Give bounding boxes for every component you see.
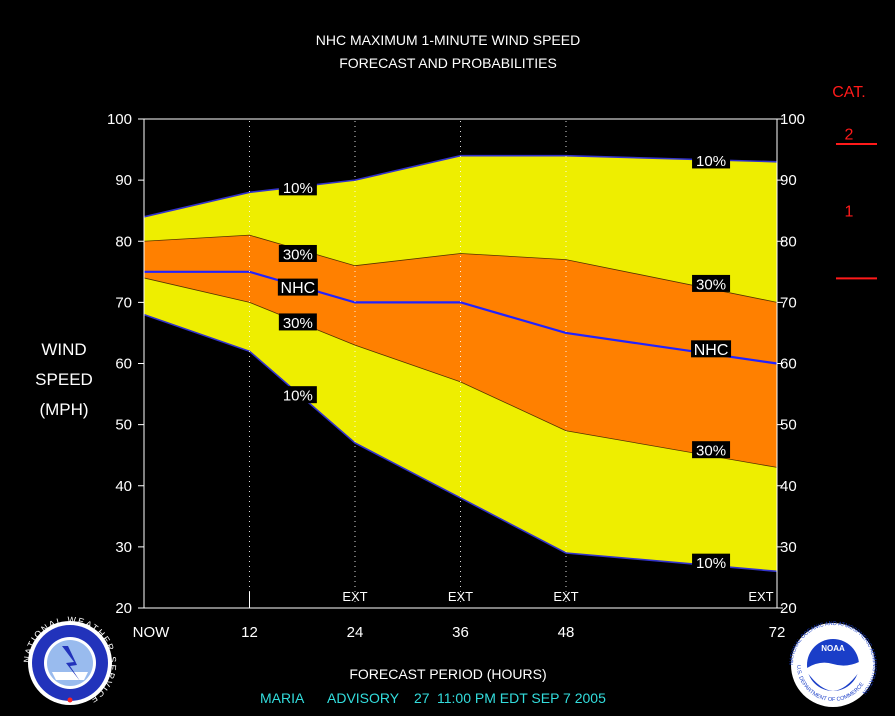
band-label-box (278, 313, 317, 331)
band-label-box (277, 278, 318, 296)
line-nhc-forecast (144, 270, 778, 365)
line-30-percent-lower (143, 277, 778, 468)
chart-subtitle: FORECAST AND PROBABILITIES (339, 55, 557, 71)
line-30-percent-upper (143, 234, 778, 303)
y-tick-label-left: 50 (115, 417, 132, 434)
band-label: 30% (696, 443, 726, 460)
band-label: NHC (281, 280, 316, 297)
series-lines (143, 154, 778, 573)
band-label-box (278, 244, 317, 262)
x-tick-label: NOW (133, 624, 171, 641)
band-labels: 10% 30% NHC 30% 10% 10% 30% NHC 30% 10% (277, 151, 732, 572)
band-label-box (692, 441, 731, 459)
y-tick-label-left: 20 (115, 600, 132, 617)
ext-marks: EXT EXT EXT EXT (342, 589, 773, 604)
ext-label: EXT (553, 589, 578, 604)
y-axis-label-line-1: WIND (41, 340, 86, 359)
noaa-logo-center-text: NOAA (821, 644, 845, 653)
advisory-label: ADVISORY (327, 690, 400, 706)
y-tick-label-left: 70 (115, 294, 132, 311)
probability-bands (144, 155, 777, 572)
lightning-icon (62, 646, 80, 681)
x-axis-label: FORECAST PERIOD (HOURS) (349, 666, 546, 682)
category-title: CAT. (832, 84, 865, 101)
band-label-box (278, 178, 317, 196)
band-label-box (692, 274, 731, 292)
nws-logo: NATIONAL WEATHER SERVICE (22, 615, 117, 705)
line-10-percent-lower (143, 313, 778, 573)
band-label: 10% (283, 180, 313, 197)
x-tick-label: 12 (241, 624, 258, 641)
band-label: NHC (694, 342, 729, 359)
x-tick-label: 72 (769, 624, 786, 641)
band-label: 30% (283, 315, 313, 332)
y-tick-label-left: 60 (115, 356, 132, 373)
line-10-percent-upper (143, 154, 778, 218)
x-tick-label: 48 (558, 624, 575, 641)
ext-label: EXT (748, 589, 773, 604)
band-label-box (692, 553, 731, 571)
y-tick-label-left: 90 (115, 172, 132, 189)
y-tick-label-left: 40 (115, 478, 132, 495)
advisory-number: 27 (414, 690, 430, 706)
y-tick-label-right: 30 (780, 539, 797, 556)
y-tick-label-right: 90 (780, 172, 797, 189)
forecast-gridlines (249, 121, 567, 608)
y-tick-label-right: 80 (780, 233, 797, 250)
band-label-box (691, 340, 732, 358)
x-tick-label: 24 (347, 624, 364, 641)
band-label: 10% (696, 555, 726, 572)
advisory-storm-name: MARIA (260, 690, 305, 706)
y-tick-label-right: 20 (780, 600, 797, 617)
y-tick-label-left: 80 (115, 233, 132, 250)
band-label-box (692, 151, 731, 169)
y-tick-label-right: 50 (780, 417, 797, 434)
chart-title: NHC MAXIMUM 1-MINUTE WIND SPEED (316, 32, 580, 48)
noaa-logo: NOAA NATIONAL OCEANIC AND ATMOSPHERIC AD… (789, 621, 877, 707)
band-label: 10% (696, 153, 726, 170)
y-axis-label-line-3: (MPH) (39, 400, 88, 419)
y-tick-label-left: 100 (107, 111, 132, 128)
band-label: 30% (696, 276, 726, 293)
y-tick-label-right: 100 (780, 111, 805, 128)
x-tick-label: 36 (452, 624, 469, 641)
ext-label: EXT (342, 589, 367, 604)
band-label: 10% (283, 388, 313, 405)
y-tick-label-right: 70 (780, 294, 797, 311)
category-label-1: 1 (845, 204, 854, 221)
y-tick-label-left: 30 (115, 539, 132, 556)
category-scale: CAT. 2 1 (832, 84, 877, 280)
y-tick-label-right: 40 (780, 478, 797, 495)
category-label-2: 2 (845, 126, 854, 143)
axis-ticks: 20 20 30 30 40 40 50 50 60 60 70 70 80 80 90 90 100 100 NO… (107, 111, 805, 641)
band-label-box (278, 386, 317, 404)
y-axis-label-line-2: SPEED (35, 370, 93, 389)
y-tick-label-right: 60 (780, 356, 797, 373)
band-label: 30% (283, 246, 313, 263)
ext-label: EXT (448, 589, 473, 604)
advisory-time: 11:00 PM EDT SEP 7 2005 (437, 690, 606, 706)
